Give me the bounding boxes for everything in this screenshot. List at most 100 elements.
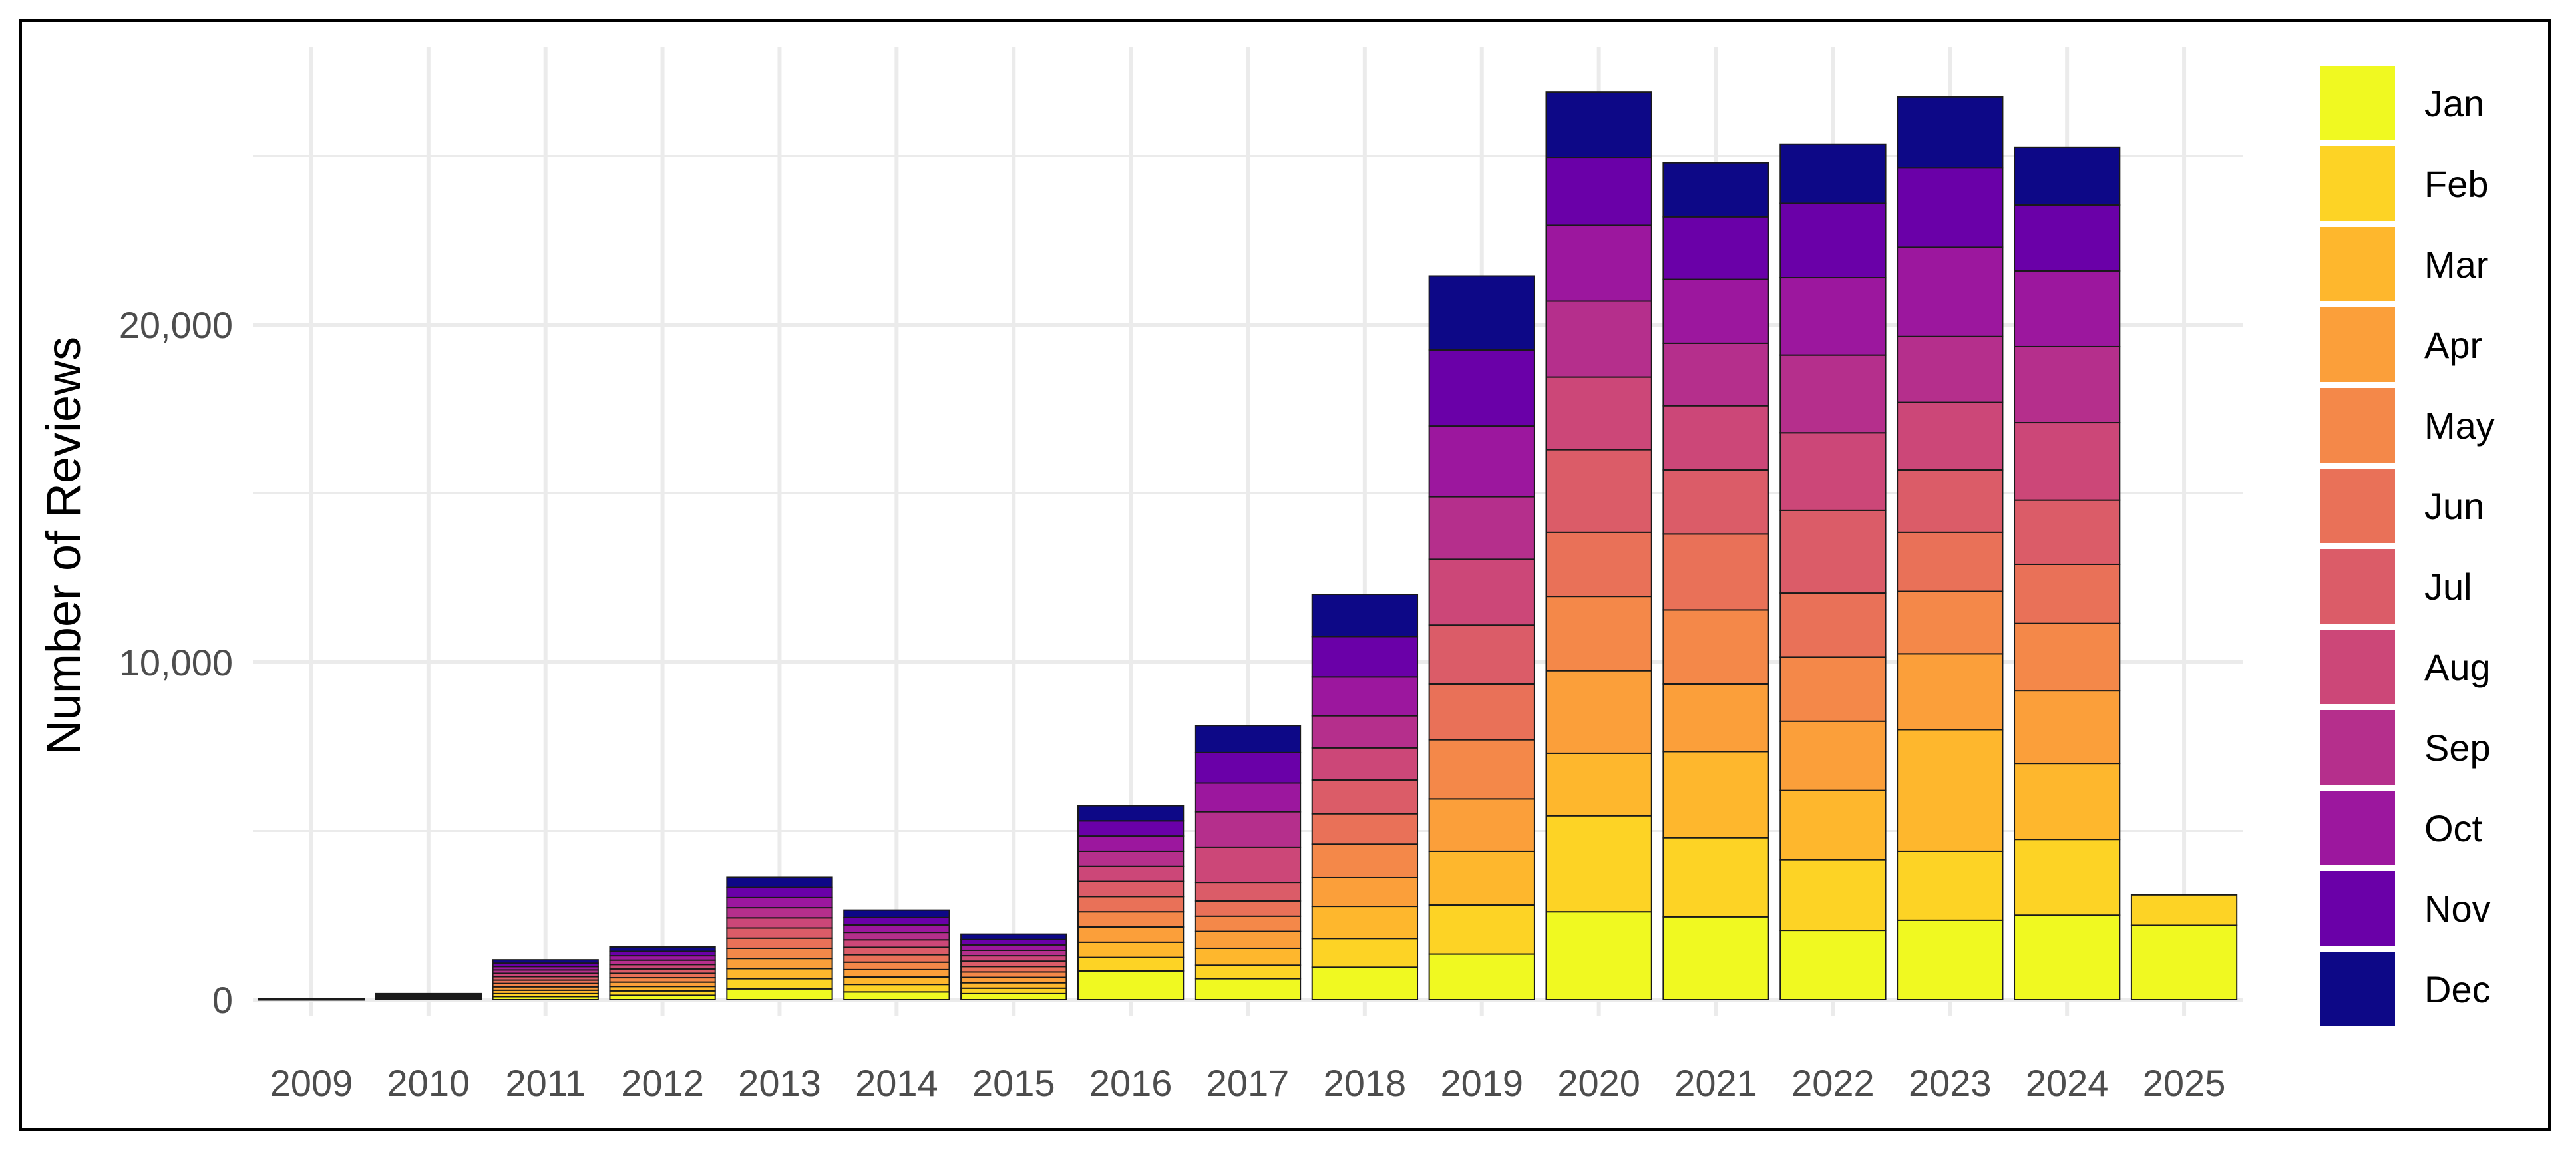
legend-label-mar: Mar	[2424, 244, 2488, 286]
bar-segment-2016-feb	[1077, 956, 1185, 972]
x-tick-label-2022: 2022	[1791, 1062, 1875, 1104]
legend-swatch-apr	[2320, 307, 2395, 382]
bar-segment-2020-nov	[1545, 157, 1652, 226]
bar-segment-2016-nov	[1077, 820, 1185, 837]
bar-segment-2013-nov	[726, 886, 833, 898]
bar-segment-2024-aug	[2014, 422, 2121, 501]
legend-label-feb: Feb	[2424, 163, 2489, 205]
x-tick-label-2009: 2009	[270, 1062, 353, 1104]
x-tick-label-2023: 2023	[1909, 1062, 1992, 1104]
legend-swatch-aug	[2320, 630, 2395, 704]
bar-segment-2015-oct	[960, 944, 1067, 951]
bar-segment-2019-sep	[1428, 496, 1535, 560]
bar-segment-2015-jan	[960, 992, 1067, 1001]
bar-segment-2021-feb	[1662, 837, 1769, 918]
bar-segment-2024-dec	[2014, 146, 2121, 206]
bar-segment-2021-nov	[1662, 216, 1769, 280]
bar-segment-2014-jan	[843, 991, 950, 1000]
bar-segment-2014-mar	[843, 976, 950, 986]
bar-segment-2016-may	[1077, 911, 1185, 928]
bar-segment-2017-may	[1194, 915, 1302, 932]
bar-segment-2022-aug	[1779, 432, 1887, 511]
legend-swatch-feb	[2320, 146, 2395, 221]
bar-segment-2020-feb	[1545, 815, 1652, 913]
bar-segment-2017-feb	[1194, 964, 1302, 980]
legend-label-nov: Nov	[2424, 888, 2491, 930]
bar-segment-2023-nov	[1897, 167, 2004, 248]
bar-segment-2023-oct	[1897, 246, 2004, 337]
bar-segment-2016-aug	[1077, 865, 1185, 882]
bar-segment-2023-apr	[1897, 653, 2004, 731]
legend-swatch-sep	[2320, 710, 2395, 785]
bar-segment-2014-oct	[843, 924, 950, 934]
bar-segment-2017-jun	[1194, 900, 1302, 917]
y-tick-label: 10,000	[119, 642, 233, 683]
bar-segment-2017-sep	[1194, 811, 1302, 848]
bar-segment-2020-dec	[1545, 91, 1652, 159]
bar-segment-2021-dec	[1662, 162, 1769, 218]
bar-segment-2021-oct	[1662, 278, 1769, 344]
bar-segment-2015-may	[960, 971, 1067, 978]
bar-segment-2013-mar	[726, 968, 833, 980]
bar-segment-2024-nov	[2014, 204, 2121, 272]
legend-swatch-may	[2320, 388, 2395, 463]
bar-segment-2013-oct	[726, 896, 833, 909]
bar-segment-2022-may	[1779, 656, 1887, 722]
bar-segment-2020-sep	[1545, 300, 1652, 378]
bar-segment-2023-jul	[1897, 469, 2004, 533]
bar-segment-2016-jul	[1077, 880, 1185, 898]
bar-segment-2023-feb	[1897, 850, 2004, 921]
bar-segment-2024-sep	[2014, 345, 2121, 424]
legend-label-jan: Jan	[2424, 83, 2484, 124]
bar-segment-2014-dec	[843, 909, 950, 918]
bar-segment-2017-jan	[1194, 978, 1302, 1001]
bar-segment-2018-aug	[1311, 747, 1419, 781]
bar-segment-2016-jan	[1077, 970, 1185, 1001]
bar-segment-2020-jan	[1545, 911, 1652, 1001]
x-tick-label-2021: 2021	[1674, 1062, 1757, 1104]
bar-segment-2019-oct	[1428, 425, 1535, 498]
legend-label-aug: Aug	[2424, 646, 2491, 688]
legend-label-jun: Jun	[2424, 485, 2484, 527]
x-tick-label-2024: 2024	[2026, 1062, 2109, 1104]
bar-segment-2017-dec	[1194, 725, 1302, 753]
bar-segment-2016-sep	[1077, 850, 1185, 867]
legend-label-dec: Dec	[2424, 968, 2491, 1010]
bar-segment-2019-feb	[1428, 904, 1535, 955]
bar-segment-2013-dec	[726, 876, 833, 888]
bar-segment-2018-nov	[1311, 636, 1419, 678]
bar-segment-2024-oct	[2014, 270, 2121, 347]
bar-segment-2022-jan	[1779, 930, 1887, 1000]
bar-segment-2022-nov	[1779, 202, 1887, 279]
bar-segment-2014-sep	[843, 932, 950, 941]
bar-segment-2012-dec	[609, 946, 716, 952]
bars-layer	[258, 91, 2238, 1001]
bar-segment-2015-feb	[960, 987, 1067, 994]
bar-segment-2020-jun	[1545, 531, 1652, 598]
bar-segment-2022-feb	[1779, 859, 1887, 932]
bar-segment-2023-mar	[1897, 729, 2004, 852]
bar-segment-2018-dec	[1311, 594, 1419, 638]
bar-segment-2015-dec	[960, 933, 1067, 940]
bar-segment-2015-sep	[960, 949, 1067, 957]
bar-segment-2022-jun	[1779, 592, 1887, 658]
x-tick-label-2017: 2017	[1206, 1062, 1290, 1104]
y-axis-title: Number of Reviews	[37, 337, 91, 755]
bar-segment-2022-sep	[1779, 354, 1887, 434]
bar-segment-2019-may	[1428, 739, 1535, 800]
bar-segment-2016-apr	[1077, 926, 1185, 943]
bar-segment-2020-apr	[1545, 670, 1652, 754]
bar-segment-2014-nov	[843, 916, 950, 926]
legend-label-jul: Jul	[2424, 566, 2472, 608]
bar-segment-2017-nov	[1194, 751, 1302, 784]
legend: Jan Feb Mar Apr May Jun Jul Aug Sep Oct Nov Dec	[2320, 66, 2495, 1026]
x-tick-label-2020: 2020	[1557, 1062, 1640, 1104]
bar-segment-2022-oct	[1779, 277, 1887, 356]
bar-segment-2019-jan	[1428, 953, 1535, 1001]
bar-segment-2024-jun	[2014, 563, 2121, 624]
bar-segment-2009-dec	[258, 998, 365, 1000]
legend-label-apr: Apr	[2424, 324, 2482, 366]
bar-segment-2018-oct	[1311, 676, 1419, 717]
x-tick-label-2011: 2011	[505, 1062, 585, 1104]
y-tick-label: 0	[212, 979, 233, 1021]
